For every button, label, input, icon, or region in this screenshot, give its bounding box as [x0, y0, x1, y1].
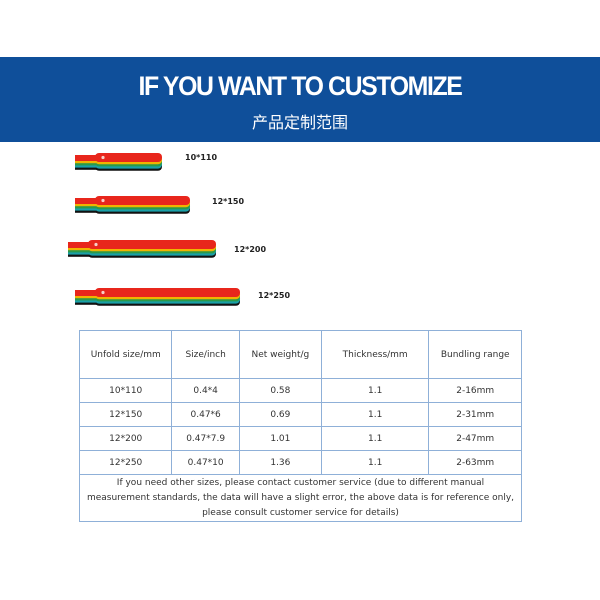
banner: IF YOU WANT TO CUSTOMIZE 产品定制范围 [0, 57, 600, 142]
strap-label: 12*250 [258, 291, 290, 300]
table-cell: 1.01 [238, 426, 322, 451]
header-cell: Unfold size/mm [78, 330, 173, 379]
table-cell: 0.69 [238, 402, 322, 427]
table-cell: 1.1 [320, 378, 430, 403]
strap-hole [101, 155, 105, 160]
table-cell: 1.1 [320, 402, 430, 427]
size-table: Unfold size/mm Size/inch Net weight/g Thick… [78, 330, 522, 522]
table-cell: 0.47*10 [171, 450, 240, 475]
table-row: 12*250 0.47*10 1.36 1.1 2-63mm [78, 450, 522, 475]
header-cell: Net weight/g [238, 330, 322, 379]
table-cell: 12*200 [78, 426, 173, 451]
strap-label: 12*150 [212, 197, 244, 206]
table-cell: 1.1 [320, 426, 430, 451]
strap-illustrations: 10*110 12*150 12*200 12*250 [68, 153, 290, 306]
strap-body [95, 153, 162, 162]
header-cell: Thickness/mm [320, 330, 430, 379]
strap-hole [101, 290, 105, 295]
strap-handle [75, 155, 99, 161]
header-cell: Bundling range [428, 330, 522, 379]
note-row: If you need other sizes, please contact … [79, 474, 522, 522]
strap-body [95, 196, 190, 205]
table-cell: 1.36 [238, 450, 322, 475]
table-body: 10*110 0.4*4 0.58 1.1 2-16mm 12*150 0.47*6 0.69… [78, 378, 522, 522]
table-cell: 12*150 [78, 402, 173, 427]
strap-hole [94, 242, 98, 247]
table-cell: 2-47mm [428, 426, 522, 451]
strap-body [95, 288, 240, 297]
table-cell: 0.58 [238, 378, 322, 403]
table-cell: 12*250 [78, 450, 173, 475]
strap-label: 12*200 [234, 245, 266, 254]
table-cell: 2-63mm [428, 450, 522, 475]
table-cell: 10*110 [78, 378, 173, 403]
strap-handle [68, 242, 92, 248]
header-row: Unfold size/mm Size/inch Net weight/g Thick… [78, 330, 522, 379]
strap-hole [101, 198, 105, 203]
table-row: 12*150 0.47*6 0.69 1.1 2-31mm [78, 402, 522, 427]
table-cell: 0.47*7.9 [171, 426, 240, 451]
table-cell: 0.4*4 [171, 378, 240, 403]
table-cell: 2-31mm [428, 402, 522, 427]
subtitle: 产品定制范围 [251, 113, 348, 132]
table-cell: 1.1 [320, 450, 430, 475]
header-cell: Size/inch [171, 330, 240, 379]
strap-body [88, 240, 216, 249]
table-row: 10*110 0.4*4 0.58 1.1 2-16mm [78, 378, 522, 403]
strap-handle [75, 198, 99, 204]
table-cell: 0.47*6 [171, 402, 240, 427]
table-row: 12*200 0.47*7.9 1.01 1.1 2-47mm [78, 426, 522, 451]
strap-label: 10*110 [185, 153, 217, 162]
title: IF YOU WANT TO CUSTOMIZE [138, 71, 463, 101]
table-cell: 2-16mm [428, 378, 522, 403]
strap-handle [75, 290, 99, 296]
note-cell: If you need other sizes, please contact … [79, 474, 522, 522]
